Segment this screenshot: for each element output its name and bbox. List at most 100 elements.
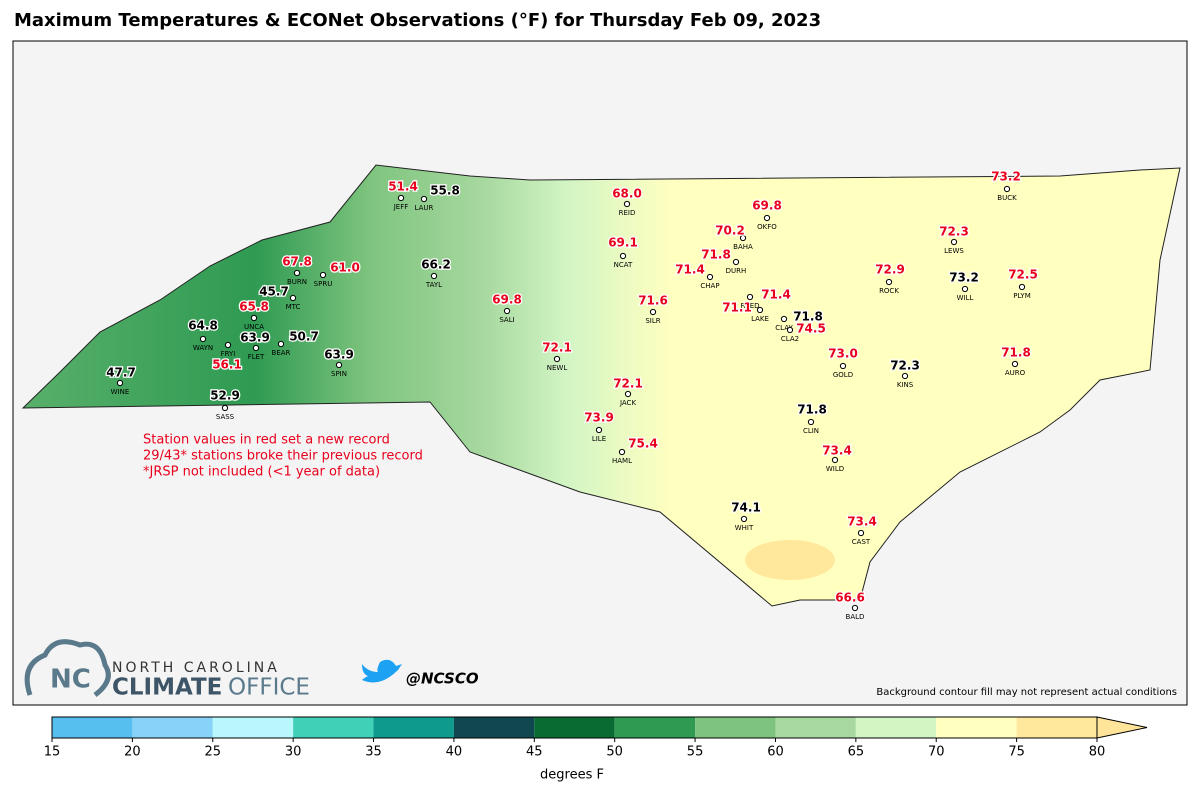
station-id: JEFF bbox=[393, 203, 409, 211]
stations: JEFF 51.4 LAUR 55.8 REID 68.0 BUCK 73.2 OKFO 69.8… bbox=[105, 168, 1039, 621]
station-id: BAHA bbox=[733, 243, 753, 251]
station-dot bbox=[277, 340, 285, 348]
station-value: 75.4 bbox=[628, 437, 658, 451]
station-dot bbox=[857, 529, 865, 537]
station-value: 72.1 bbox=[542, 341, 572, 355]
station-dot bbox=[780, 315, 788, 323]
station-id: KINS bbox=[897, 381, 914, 389]
colorbar-segment bbox=[52, 717, 133, 738]
station-id: LILE bbox=[592, 435, 606, 443]
colorbar-tick-label: 15 bbox=[44, 745, 61, 760]
station-dot bbox=[430, 272, 438, 280]
disclaimer: Background contour fill may not represen… bbox=[876, 687, 1177, 698]
twitter-handle: @NCSCO bbox=[406, 670, 479, 688]
station-value: 55.8 bbox=[430, 184, 460, 198]
station-value: 51.4 bbox=[388, 180, 418, 194]
station-id: WILD bbox=[826, 465, 844, 473]
colorbar-outline bbox=[51, 716, 1098, 739]
colorbar-tick-label: 45 bbox=[526, 745, 543, 760]
station-dot bbox=[319, 271, 327, 279]
station-id: FLET bbox=[248, 353, 265, 361]
station-value: 71.4 bbox=[675, 263, 705, 277]
station-id: BEAR bbox=[272, 349, 291, 357]
station-id: WINE bbox=[111, 388, 130, 396]
station-id: WHIT bbox=[735, 524, 754, 532]
station-id: REID bbox=[619, 209, 636, 217]
station-id: OKFO bbox=[757, 223, 777, 231]
station-id: BURN bbox=[287, 278, 307, 286]
station-id: CHAP bbox=[700, 282, 719, 290]
station-dot bbox=[618, 448, 626, 456]
station-id: LAUR bbox=[415, 204, 434, 212]
station-value: 47.7 bbox=[106, 366, 136, 380]
station-value: 73.0 bbox=[828, 347, 858, 361]
station-dot bbox=[250, 314, 258, 322]
station-value: 73.2 bbox=[949, 271, 979, 285]
station-id: MTC bbox=[286, 303, 301, 311]
station-value: 73.2 bbox=[991, 170, 1021, 184]
logo-left: CLIMATE bbox=[112, 675, 222, 701]
station-value: 69.1 bbox=[608, 236, 638, 250]
title: Maximum Temperatures & ECONet Observatio… bbox=[14, 10, 821, 31]
colorbar-tick-label: 50 bbox=[606, 745, 623, 760]
logo: NC NORTH CAROLINA CLIMATE OFFICE bbox=[24, 639, 310, 701]
station-value: 61.0 bbox=[330, 261, 360, 275]
station-dot bbox=[503, 307, 511, 315]
note: 29/43* stations broke their previous rec… bbox=[143, 449, 423, 464]
station-dot bbox=[1018, 283, 1026, 291]
station-dot bbox=[420, 195, 428, 203]
station-dot bbox=[649, 308, 657, 316]
station-dot bbox=[831, 456, 839, 464]
station-value: 63.9 bbox=[324, 348, 354, 362]
station-id: NCAT bbox=[614, 261, 633, 269]
colorbar-tick-label: 40 bbox=[446, 745, 463, 760]
station-dot bbox=[252, 344, 260, 352]
station-dot bbox=[1003, 185, 1011, 193]
note: Station values in red set a new record bbox=[143, 433, 390, 448]
colorbar-segment bbox=[132, 717, 213, 738]
warm-area bbox=[745, 540, 835, 580]
station-id: SALI bbox=[499, 316, 514, 324]
station-value: 66.2 bbox=[421, 258, 451, 272]
station-dot bbox=[950, 238, 958, 246]
station-id: BALD bbox=[846, 613, 865, 621]
station-dot bbox=[1011, 360, 1019, 368]
station-id: JACK bbox=[619, 399, 636, 407]
twitter-icon bbox=[362, 659, 402, 683]
station-id: UNCA bbox=[244, 323, 264, 331]
colorbar-segment bbox=[1016, 717, 1097, 738]
colorbar-tick-label: 80 bbox=[1089, 745, 1106, 760]
colorbar: 15 20 25 30 35 40 45 50 55 60 65 70 75 80 bbox=[44, 716, 1148, 760]
station-id: CAST bbox=[852, 538, 871, 546]
colorbar-tick-label: 35 bbox=[365, 745, 382, 760]
station-id: SILR bbox=[645, 317, 660, 325]
station-dot bbox=[885, 278, 893, 286]
station-value: 73.4 bbox=[847, 515, 877, 529]
station-dot bbox=[732, 258, 740, 266]
station-id: CLA2 bbox=[781, 335, 799, 343]
station-dot bbox=[116, 379, 124, 387]
station-dot bbox=[623, 200, 631, 208]
station-value: 69.8 bbox=[752, 199, 782, 213]
station-value: 67.8 bbox=[282, 255, 312, 269]
station-dot bbox=[619, 252, 627, 260]
station-value: 70.2 bbox=[715, 224, 745, 238]
colorbar-tick-label: 25 bbox=[204, 745, 221, 760]
station-value: 72.1 bbox=[613, 377, 643, 391]
colorbar-segment bbox=[936, 717, 1017, 738]
station-dot bbox=[763, 214, 771, 222]
station-id: SPIN bbox=[331, 370, 347, 378]
station-value: 74.1 bbox=[731, 501, 761, 515]
station-value: 68.0 bbox=[612, 187, 642, 201]
station-dot bbox=[839, 362, 847, 370]
colorbar-segment bbox=[212, 717, 294, 738]
station-value: 45.7 bbox=[259, 285, 289, 299]
station-dot bbox=[289, 294, 297, 302]
station-id: PLYM bbox=[1013, 292, 1031, 300]
station-id: SPRU bbox=[314, 280, 333, 288]
station-dot bbox=[807, 418, 815, 426]
colorbar-tick-label: 75 bbox=[1008, 745, 1025, 760]
station-id: SASS bbox=[216, 413, 235, 421]
station-value: 71.1 bbox=[722, 301, 752, 315]
